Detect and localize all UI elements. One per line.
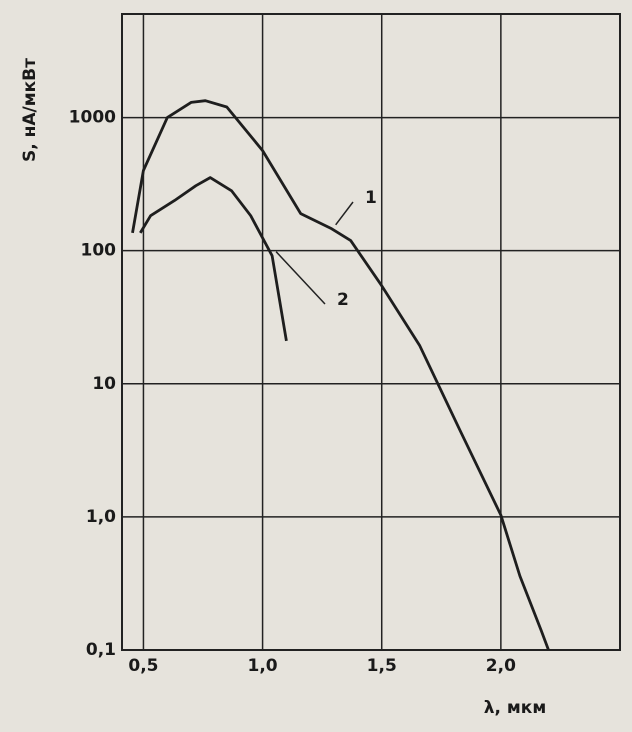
y-tick-label: 1000 [69, 108, 116, 128]
plot-frame [121, 13, 621, 651]
y-tick-label: 10 [92, 374, 116, 394]
label-leader [275, 251, 326, 305]
label-leader [335, 201, 354, 226]
y-axis-label: S, нА/мкВт [20, 58, 40, 162]
x-axis-label: λ, мкм [484, 698, 546, 718]
series-label: 1 [365, 188, 377, 208]
y-tick-label: 100 [81, 241, 117, 261]
series-label: 2 [337, 290, 349, 310]
series-line [139, 176, 288, 342]
series-line [131, 99, 550, 651]
x-tick-label: 1,0 [248, 656, 278, 676]
y-tick-label: 1,0 [86, 507, 116, 527]
y-tick-label: 0,1 [86, 640, 116, 660]
x-tick-label: 0,5 [128, 656, 158, 676]
x-tick-label: 2,0 [486, 656, 516, 676]
x-tick-label: 1,5 [367, 656, 397, 676]
